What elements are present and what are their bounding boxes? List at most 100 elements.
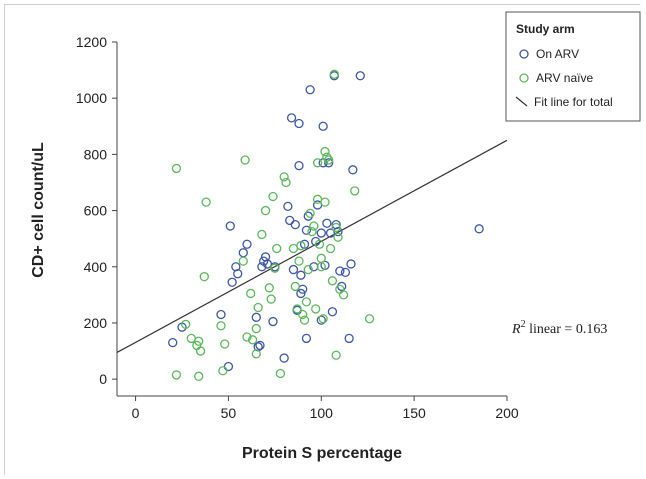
point-arv-naive [301,297,312,307]
point-arv-naive [312,158,323,168]
y-tick-label: 600 [84,203,108,219]
point-arv-naive [218,366,228,376]
point-on-arv [344,333,354,344]
point-on-arv [255,340,265,351]
point-on-arv [242,239,252,249]
point-arv-naive [272,243,282,254]
point-arv-naive [292,304,302,314]
point-arv-naive [320,197,330,207]
point-arv-naive [331,350,341,360]
legend-label-on-arv: On ARV [536,47,579,61]
point-arv-naive [329,69,339,79]
plot-area: 0 50 100 150 200 0 200 400 600 800 1000 1200 [76,34,519,421]
point-on-arv [340,267,351,278]
point-arv-naive [303,264,313,275]
point-on-arv [216,309,226,320]
x-tick-label: 100 [310,405,334,421]
point-on-arv [257,262,267,272]
point-arv-naive [318,314,328,324]
point-on-arv [294,118,304,129]
point-on-arv [288,264,299,275]
point-arv-naive [294,256,304,266]
point-arv-naive [322,152,332,162]
point-arv-naive [275,368,286,379]
point-arv-naive [307,226,317,237]
point-arv-naive [251,349,261,359]
point-on-arv [285,215,295,226]
point-on-arv [168,337,178,348]
point-arv-naive [299,315,310,325]
point-arv-naive [311,304,321,314]
y-tick-label: 0 [99,371,107,387]
point-on-arv [305,85,315,95]
point-on-arv [301,225,312,235]
point-on-arv [337,281,347,292]
point-arv-naive [201,197,211,207]
point-on-arv [316,228,326,238]
point-on-arv [327,307,338,317]
point-on-arv [318,121,328,131]
point-on-arv [301,333,312,344]
point-on-arv [279,353,289,363]
point-on-arv [355,71,365,81]
point-arv-naive [281,177,291,188]
x-tick-label: 50 [221,405,237,421]
point-arv-naive [268,191,278,202]
point-arv-naive [298,309,308,320]
chart-frame [4,4,640,475]
y-tick-label: 200 [84,315,108,331]
point-on-arv [333,226,343,237]
point-arv-naive [305,208,315,219]
point-arv-naive [246,288,256,299]
y-tick-label: 1000 [76,90,107,106]
point-arv-naive [364,314,375,324]
legend-marker-fit-line [515,96,528,107]
x-tick-label: 150 [402,405,426,421]
point-arv-naive [199,271,209,282]
point-arv-naive [309,221,319,231]
point-arv-naive [264,283,274,293]
point-arv-naive [327,276,338,286]
y-tick-label: 800 [84,146,108,162]
point-arv-naive [324,155,334,165]
point-on-arv [223,361,234,372]
point-on-arv [286,113,297,123]
point-arv-naive [260,205,271,216]
x-axis-ticks: 0 50 100 150 200 [132,396,519,421]
point-on-arv [324,158,334,168]
point-arv-naive [338,290,349,300]
point-arv-naive [316,262,326,272]
point-arv-naive [238,256,248,266]
point-on-arv [296,270,306,280]
legend-marker-on-arv [519,49,529,59]
point-arv-naive [331,222,341,233]
fit-line [116,139,508,353]
r-squared-prefix: R [511,322,521,337]
point-arv-naive [251,323,261,334]
data-points [168,69,484,381]
point-on-arv [316,315,326,325]
point-on-arv [225,221,235,231]
point-on-arv [290,219,300,230]
point-on-arv [233,269,243,279]
point-on-arv [251,312,261,322]
point-arv-naive [257,229,267,240]
point-arv-naive [216,321,226,331]
point-arv-naive [247,335,258,345]
y-tick-label: 1200 [76,34,107,50]
point-on-arv [268,316,278,327]
r-squared-superscript: 2 [521,319,526,330]
point-on-arv [346,259,356,269]
point-arv-naive [195,346,206,356]
point-arv-naive [279,172,289,182]
y-axis-title: CD+ cell count/uL [30,142,47,278]
point-arv-naive [181,319,191,330]
point-arv-naive [333,232,343,242]
legend-marker-arv-naive [519,73,529,83]
point-arv-naive [350,186,360,196]
point-on-arv [238,248,248,258]
point-arv-naive [296,241,306,251]
point-on-arv [335,266,345,276]
point-on-arv [283,201,293,212]
